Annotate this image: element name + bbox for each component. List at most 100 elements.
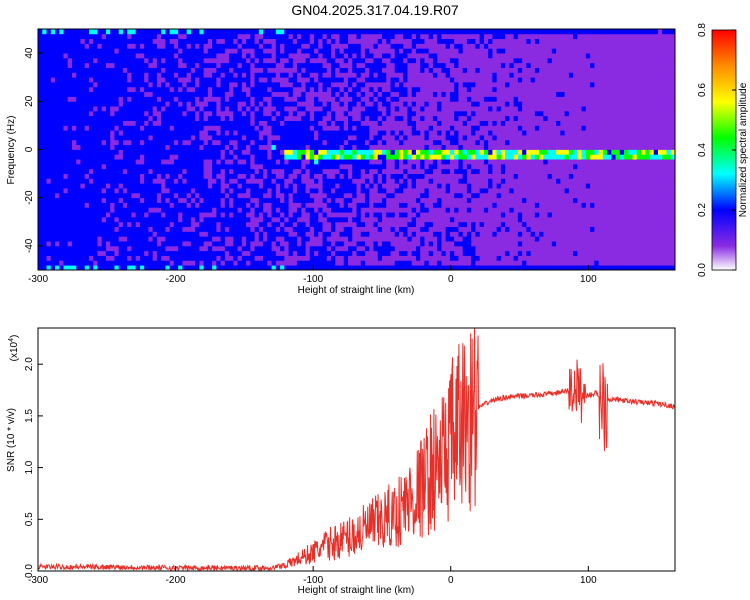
heatmap-cell: [415, 91, 421, 97]
heatmap-cell: [454, 231, 459, 237]
heatmap-cell: [254, 260, 260, 266]
heatmap-cell: [241, 255, 247, 261]
heatmap-cell: [156, 255, 162, 261]
heatmap-cell: [152, 221, 158, 228]
heatmap-cell: [254, 255, 260, 261]
heatmap-cell: [250, 192, 255, 199]
heatmap-cell: [59, 221, 64, 228]
heatmap-cell: [377, 178, 383, 184]
heatmap-cell: [148, 57, 154, 64]
heatmap-cell: [97, 260, 103, 266]
heatmap-cell: [288, 86, 294, 93]
heatmap-cell: [454, 86, 459, 93]
heatmap-cell: [441, 226, 447, 232]
heatmap-cell: [432, 125, 438, 131]
heatmap-cell: [224, 212, 230, 218]
heatmap-cell: [50, 236, 56, 242]
heatmap-cell: [241, 115, 247, 121]
heatmap-cell: [348, 202, 353, 208]
heatmap-cell: [38, 207, 43, 213]
heatmap-cell: [381, 241, 387, 247]
heatmap-cell: [301, 120, 306, 126]
heatmap-cell: [76, 197, 81, 203]
heatmap-cell: [458, 207, 464, 213]
heatmap-cell: [122, 62, 128, 68]
heatmap-cell: [152, 183, 158, 189]
heatmap-cell: [88, 62, 94, 68]
heatmap-cell: [458, 125, 464, 131]
heatmap-cell: [135, 48, 141, 54]
heatmap-cell: [339, 231, 345, 237]
heatmap-cell: [144, 202, 149, 208]
heatmap-cell: [203, 221, 209, 228]
heatmap-cell: [118, 29, 124, 35]
heatmap-cell: [165, 139, 171, 146]
heatmap-cell: [305, 144, 311, 150]
heatmap-cell: [229, 43, 234, 49]
heatmap-cell: [237, 62, 243, 68]
heatmap-cell: [118, 106, 124, 112]
heatmap-cell: [428, 77, 434, 83]
heatmap-cell: [297, 216, 302, 223]
heatmap-cell: [254, 72, 260, 78]
heatmap-cell: [237, 130, 243, 136]
heatmap-cell: [454, 168, 459, 174]
heatmap-cell: [105, 163, 111, 170]
heatmap-cell: [148, 106, 154, 112]
heatmap-cell: [348, 231, 353, 237]
heatmap-cell: [71, 255, 77, 261]
heatmap-cell: [114, 183, 120, 189]
heatmap-cell: [390, 188, 396, 194]
heatmap-cell: [411, 130, 417, 136]
heatmap-cell: [178, 159, 183, 165]
heatmap-cell: [114, 173, 120, 179]
heatmap-cell: [284, 241, 289, 247]
heatmap-cell: [169, 82, 175, 88]
heatmap-cell: [195, 110, 200, 117]
heatmap-cell: [182, 183, 188, 189]
heatmap-cell: [76, 183, 81, 189]
heatmap-cell: [263, 168, 268, 174]
heatmap-cell: [280, 139, 285, 146]
heatmap-cell: [381, 221, 387, 228]
heatmap-cell: [173, 178, 179, 184]
heatmap-cell: [110, 43, 115, 49]
heatmap-cell: [63, 178, 69, 184]
heatmap-cell: [54, 163, 60, 170]
heatmap-cell: [114, 57, 120, 64]
heatmap-cell: [288, 43, 294, 49]
heatmap-cell: [195, 125, 200, 131]
heatmap-cell: [118, 110, 124, 117]
heatmap-cell: [305, 188, 311, 194]
heatmap-cell: [131, 197, 137, 203]
heatmap-cell: [458, 202, 464, 208]
heatmap-cell: [254, 241, 260, 247]
heatmap-cell: [84, 226, 90, 232]
heatmap-cell: [398, 168, 404, 174]
heatmap-cell: [135, 250, 141, 256]
heatmap-cell: [280, 163, 285, 170]
heatmap-cell: [432, 188, 438, 194]
heatmap-cell: [314, 48, 319, 54]
heatmap-cell: [263, 207, 268, 213]
heatmap-cell: [458, 135, 464, 141]
heatmap-cell: [254, 96, 260, 102]
heatmap-cell: [398, 115, 404, 121]
heatmap-cell: [369, 43, 374, 49]
heatmap-cell: [131, 33, 137, 40]
heatmap-cell: [101, 188, 107, 194]
heatmap-cell: [241, 125, 247, 131]
heatmap-cell: [199, 144, 205, 150]
heatmap-cell: [250, 125, 255, 131]
heatmap-cell: [84, 255, 90, 261]
heatmap-cell: [394, 86, 400, 93]
heatmap-cell: [343, 29, 349, 35]
heatmap-cell: [144, 96, 149, 102]
heatmap-cell: [343, 168, 349, 174]
heatmap-cell: [369, 82, 374, 88]
heatmap-cell: [118, 91, 124, 97]
heatmap-cell: [233, 62, 238, 68]
heatmap-cell: [309, 77, 315, 83]
heatmap-cell: [148, 159, 154, 165]
heatmap-cell: [292, 125, 298, 131]
